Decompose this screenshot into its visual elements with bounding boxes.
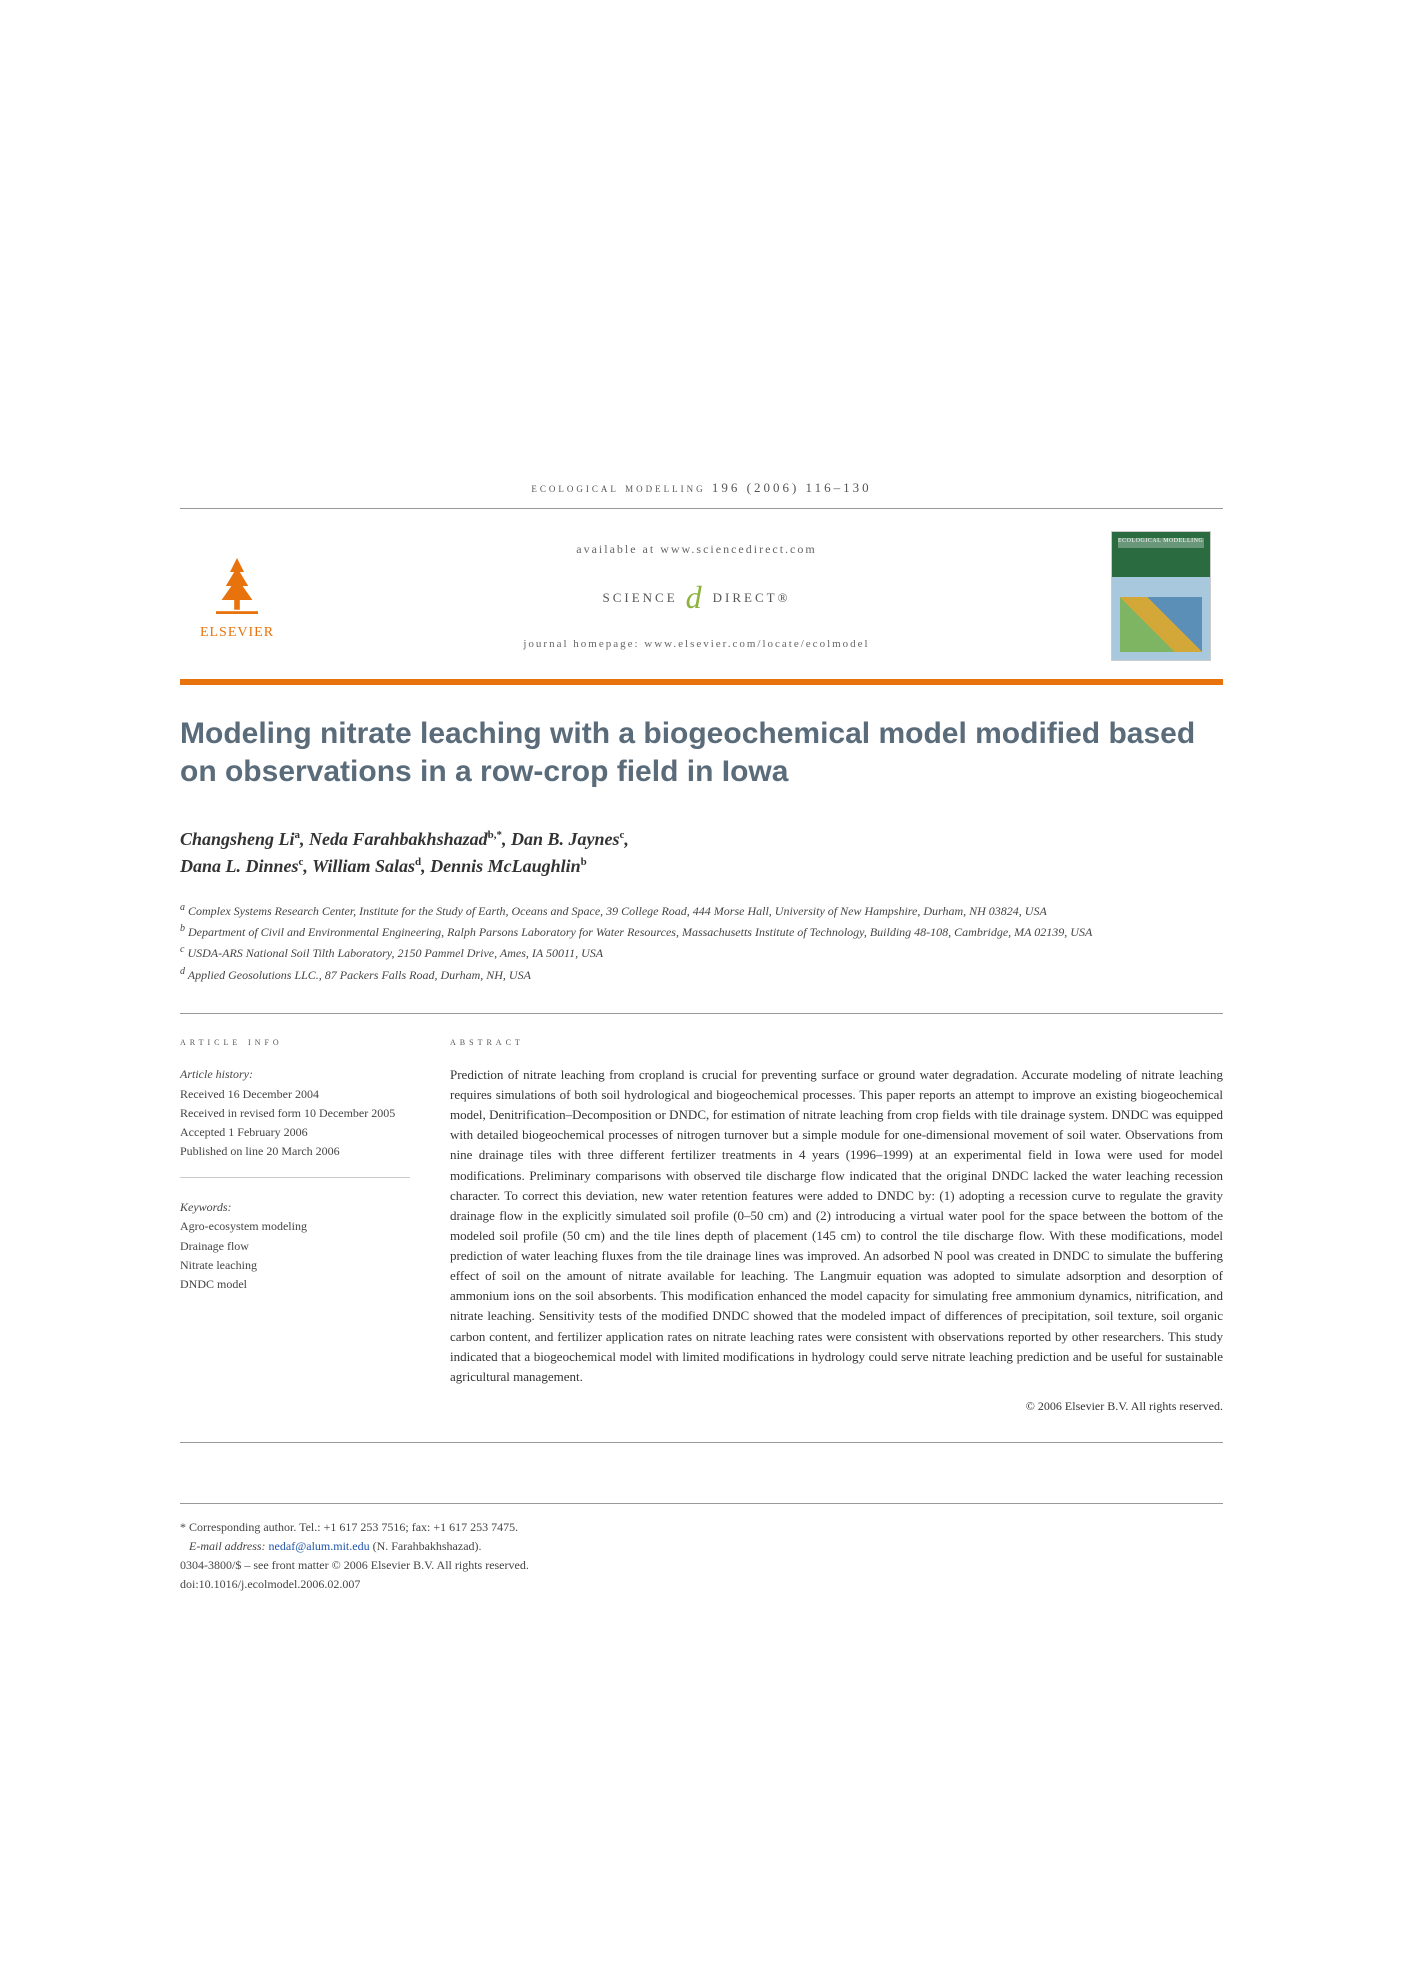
divider — [180, 508, 1223, 509]
email-link[interactable]: nedaf@alum.mit.edu — [269, 1539, 370, 1553]
received-date: Received 16 December 2004 — [180, 1087, 319, 1101]
keyword: Agro-ecosystem modeling — [180, 1219, 307, 1233]
affiliation: a Complex Systems Research Center, Insti… — [180, 900, 1223, 921]
footer: * Corresponding author. Tel.: +1 617 253… — [180, 1503, 1223, 1595]
doi: doi:10.1016/j.ecolmodel.2006.02.007 — [180, 1575, 1223, 1594]
sd-left: SCIENCE — [603, 590, 678, 606]
history-block: Article history: Received 16 December 20… — [180, 1065, 410, 1178]
abstract-label: abstract — [450, 1034, 1223, 1051]
affiliation: b Department of Civil and Environmental … — [180, 921, 1223, 942]
header-box: ELSEVIER available at www.sciencedirect.… — [180, 513, 1223, 679]
published-date: Published on line 20 March 2006 — [180, 1144, 340, 1158]
author: Dan B. Jaynesc — [511, 829, 624, 849]
cover-graphic — [1120, 597, 1202, 652]
keywords-block: Keywords: Agro-ecosystem modeling Draina… — [180, 1198, 410, 1294]
article-info-column: article info Article history: Received 1… — [180, 1034, 410, 1416]
history-label: Article history: — [180, 1067, 253, 1081]
orange-accent-bar — [180, 679, 1223, 685]
author: Dennis McLaughlinb — [430, 856, 587, 876]
journal-cover-thumbnail: ECOLOGICAL MODELLING — [1111, 531, 1211, 661]
science-direct-logo: SCIENCE d DIRECT® — [603, 579, 791, 616]
keyword: Nitrate leaching — [180, 1258, 257, 1272]
elsevier-logo: ELSEVIER — [192, 546, 282, 646]
keywords-label: Keywords: — [180, 1200, 232, 1214]
author: William Salasd — [312, 856, 421, 876]
journal-reference: ecological modelling 196 (2006) 116–130 — [180, 480, 1223, 496]
sd-right: DIRECT® — [713, 590, 791, 606]
revised-date: Received in revised form 10 December 200… — [180, 1106, 395, 1120]
available-at: available at www.sciencedirect.com — [282, 542, 1111, 557]
affiliations: a Complex Systems Research Center, Insti… — [180, 900, 1223, 985]
email-line: E-mail address: nedaf@alum.mit.edu (N. F… — [180, 1537, 1223, 1556]
keyword: DNDC model — [180, 1277, 247, 1291]
center-header: available at www.sciencedirect.com SCIEN… — [282, 542, 1111, 650]
sd-at-icon: d — [686, 579, 705, 616]
cover-title: ECOLOGICAL MODELLING — [1118, 538, 1203, 544]
affiliation: d Applied Geosolutions LLC., 87 Packers … — [180, 964, 1223, 985]
abstract-column: abstract Prediction of nitrate leaching … — [450, 1034, 1223, 1416]
tree-icon — [202, 551, 272, 621]
keyword: Drainage flow — [180, 1239, 249, 1253]
author: Neda Farahbakhshazadb,* — [309, 829, 502, 849]
journal-homepage: journal homepage: www.elsevier.com/locat… — [282, 638, 1111, 650]
abstract-text: Prediction of nitrate leaching from crop… — [450, 1065, 1223, 1387]
author: Changsheng Lia — [180, 829, 300, 849]
article-title: Modeling nitrate leaching with a biogeoc… — [180, 715, 1223, 790]
elsevier-text: ELSEVIER — [200, 625, 274, 641]
article-info-label: article info — [180, 1034, 410, 1052]
accepted-date: Accepted 1 February 2006 — [180, 1125, 308, 1139]
authors-list: Changsheng Lia, Neda Farahbakhshazadb,*,… — [180, 826, 1223, 880]
corresponding-author: * Corresponding author. Tel.: +1 617 253… — [180, 1518, 1223, 1537]
author: Dana L. Dinnesc — [180, 856, 303, 876]
front-matter: 0304-3800/$ – see front matter © 2006 El… — [180, 1556, 1223, 1575]
abstract-copyright: © 2006 Elsevier B.V. All rights reserved… — [450, 1397, 1223, 1416]
affiliation: c USDA-ARS National Soil Tilth Laborator… — [180, 942, 1223, 963]
info-abstract-row: article info Article history: Received 1… — [180, 1013, 1223, 1443]
